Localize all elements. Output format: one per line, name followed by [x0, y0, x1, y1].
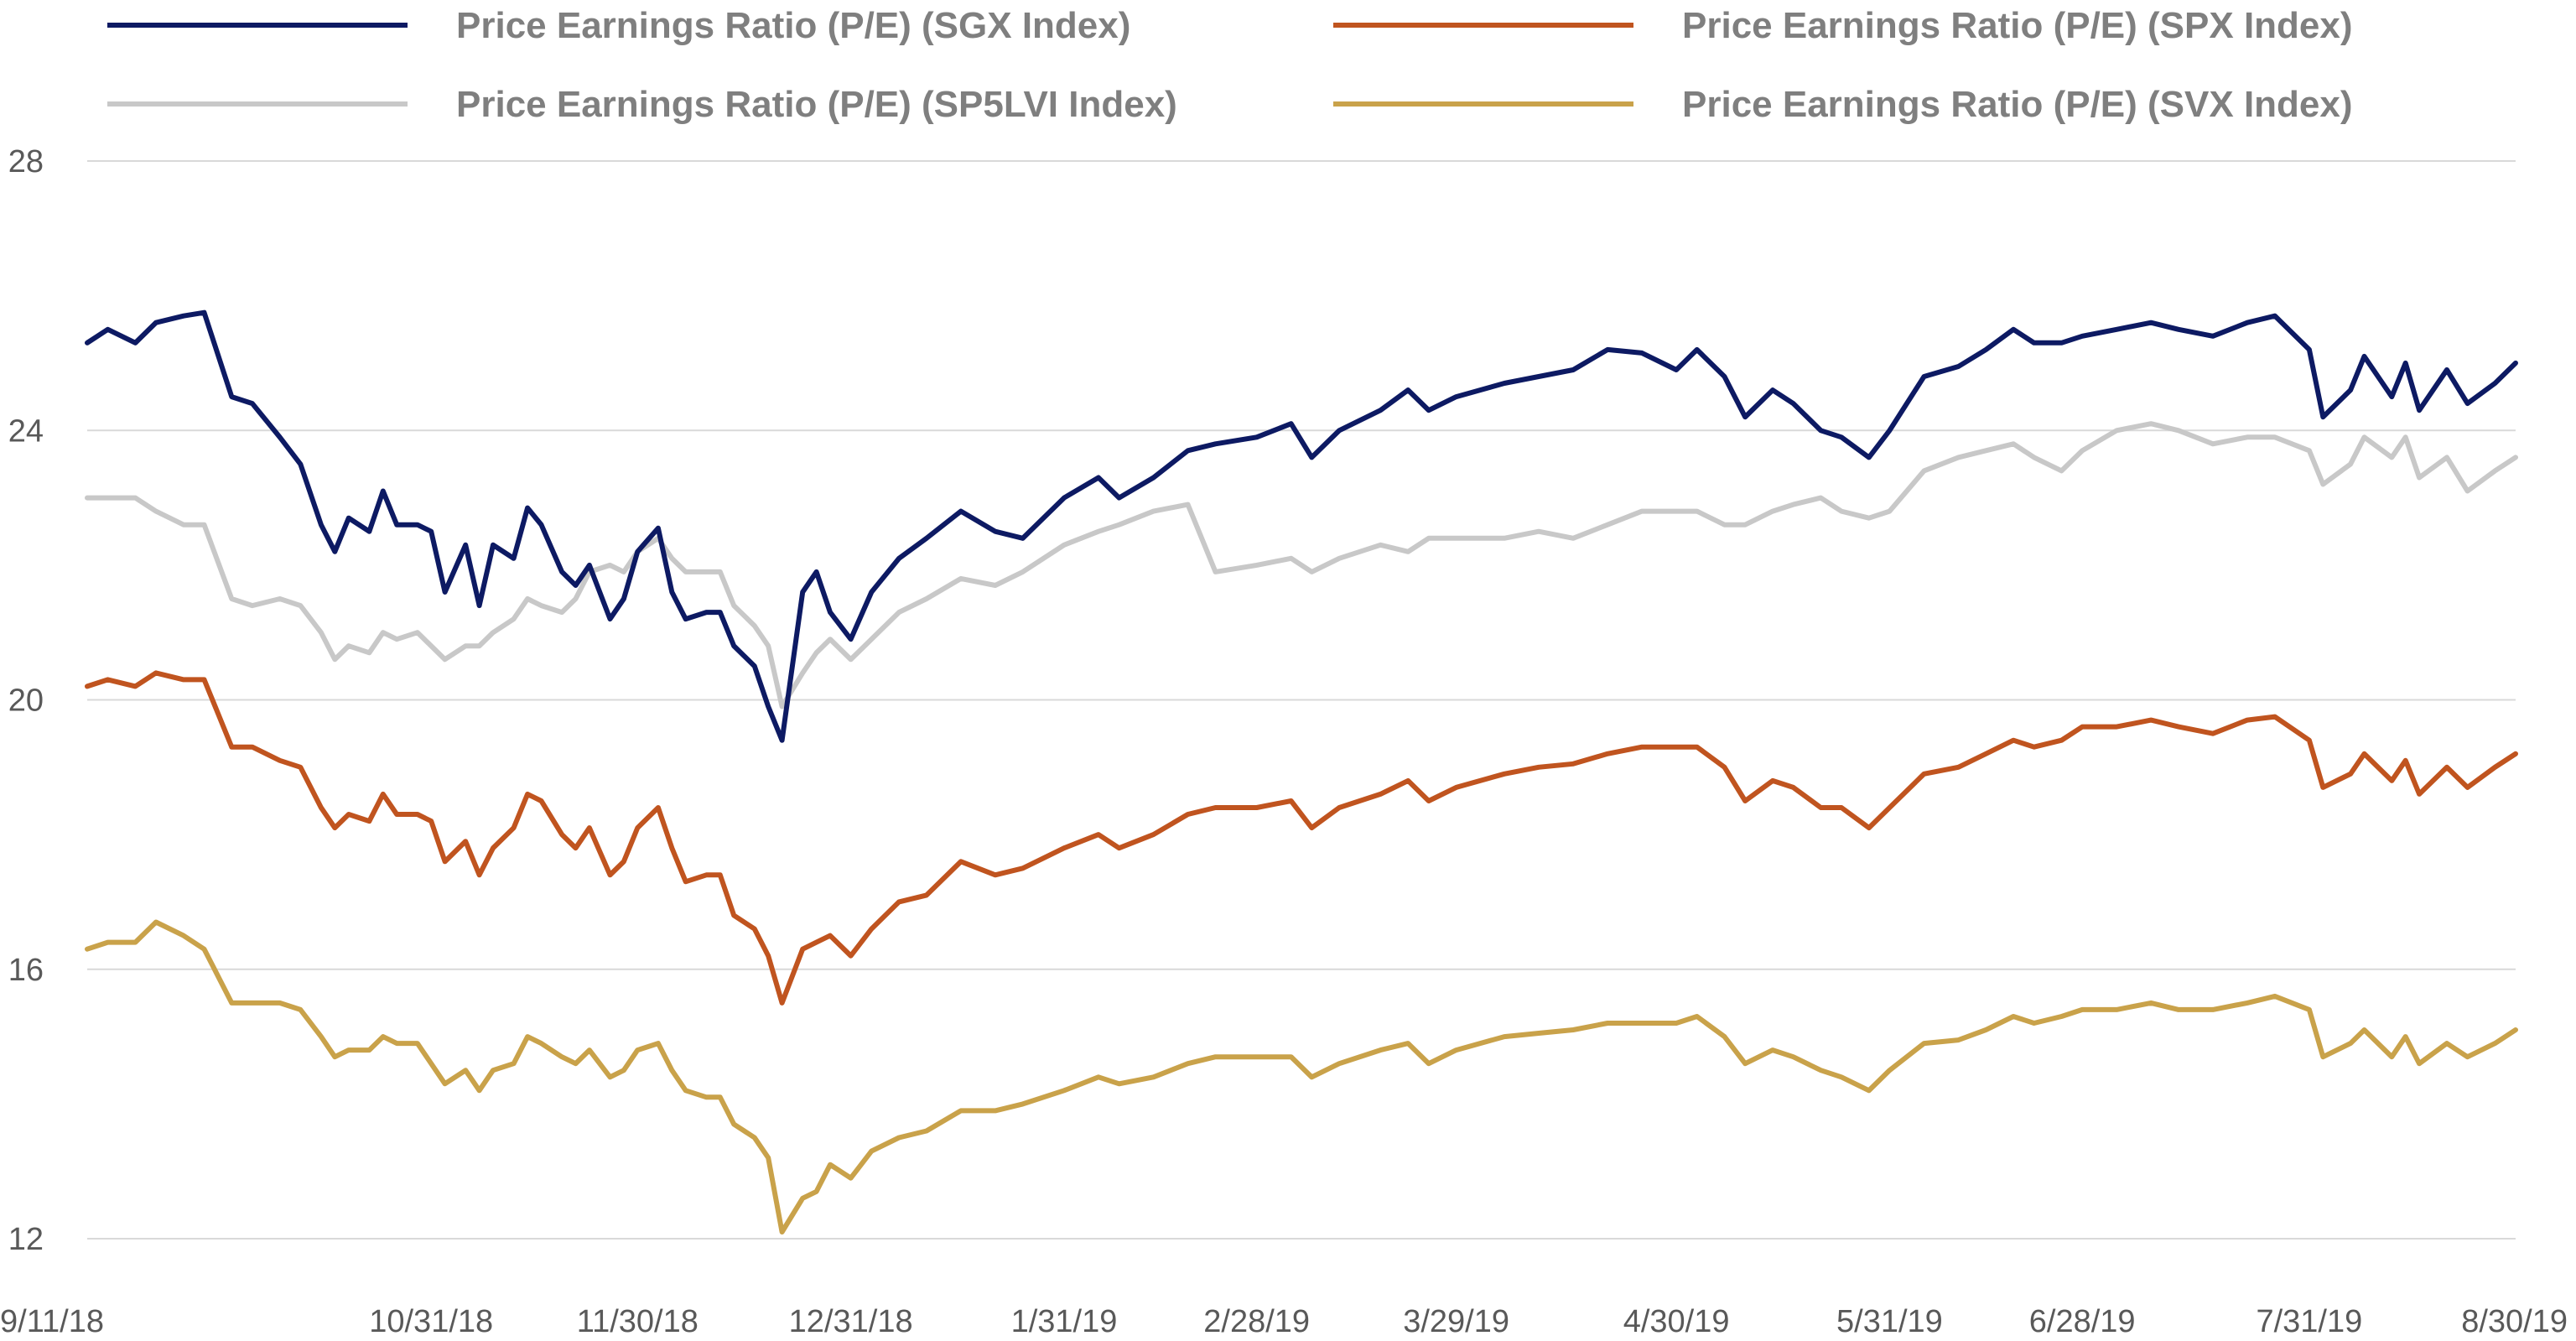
- y-tick-label: 28: [8, 144, 44, 179]
- chart-legend: Price Earnings Ratio (P/E) (SGX Index) Pr…: [107, 5, 2353, 125]
- legend-label: Price Earnings Ratio (P/E) (SGX Index): [456, 5, 1130, 46]
- series-line-2: [85, 421, 2518, 709]
- series-line-3: [85, 919, 2518, 1234]
- x-tick-label: 4/30/19: [1623, 1304, 1730, 1339]
- y-tick-label: 16: [8, 953, 44, 988]
- x-axis-ticks: 9/11/18 10/31/18 11/30/18 12/31/18 1/31/19 2/…: [0, 1304, 2568, 1339]
- y-tick-label: 20: [8, 683, 44, 719]
- x-tick-label: 1/31/19: [1011, 1304, 1118, 1339]
- x-tick-label: 6/28/19: [2029, 1304, 2136, 1339]
- series-line-0: [85, 309, 2518, 743]
- series-lines: [85, 309, 2518, 1234]
- series-line-1: [85, 670, 2518, 1006]
- x-tick-label: 5/31/19: [1836, 1304, 1943, 1339]
- x-tick-label: 9/11/18: [0, 1304, 104, 1339]
- legend-label: Price Earnings Ratio (P/E) (SP5LVI Index…: [456, 84, 1177, 125]
- legend-label: Price Earnings Ratio (P/E) (SVX Index): [1682, 84, 2353, 125]
- x-tick-label: 11/30/18: [577, 1304, 699, 1339]
- x-tick-label: 12/31/18: [789, 1304, 913, 1339]
- y-tick-label: 12: [8, 1222, 44, 1257]
- x-tick-label: 10/31/18: [369, 1304, 493, 1339]
- legend-label: Price Earnings Ratio (P/E) (SPX Index): [1682, 5, 2353, 46]
- x-tick-label: 3/29/19: [1403, 1304, 1509, 1339]
- x-tick-label: 8/30/19: [2461, 1304, 2568, 1339]
- y-gridlines: [87, 160, 2516, 1240]
- y-tick-label: 24: [8, 413, 44, 449]
- x-tick-label: 7/31/19: [2256, 1304, 2362, 1339]
- y-axis-ticks: 12 16 20 24 28: [8, 144, 44, 1257]
- x-tick-label: 2/28/19: [1203, 1304, 1310, 1339]
